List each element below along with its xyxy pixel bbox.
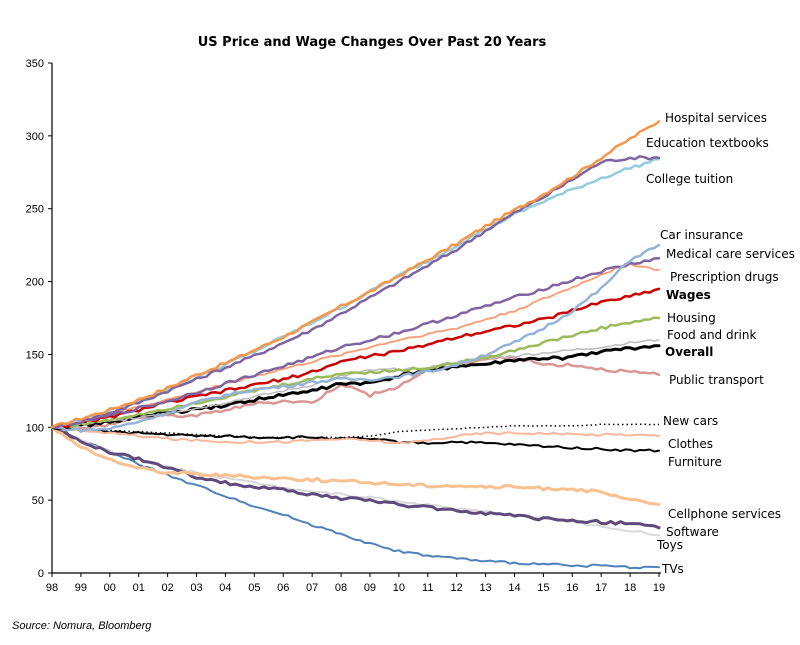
x-tick-label: 99	[75, 582, 87, 594]
x-tick-label: 08	[335, 582, 347, 594]
series-line-public-transport	[50, 355, 661, 431]
series-label-cellphone-services: Cellphone services	[668, 507, 781, 521]
x-tick-label: 98	[46, 582, 58, 594]
series-label-college-tuition: College tuition	[646, 172, 733, 186]
series-line-software	[50, 425, 661, 530]
y-tick-label: 100	[26, 422, 44, 434]
x-tick-label: 13	[479, 582, 491, 594]
axes: 0 50 100 150 200 250 300 350 98 99 00 01 02 03 04 05 06 0…	[26, 58, 665, 594]
x-tick-label: 18	[624, 582, 636, 594]
y-tick-label: 0	[38, 568, 44, 580]
series-label-clothes: Clothes	[668, 437, 713, 451]
series-line-new-cars	[51, 423, 660, 439]
x-tick-label: 17	[595, 582, 607, 594]
series-line-cellphone-services	[50, 425, 661, 506]
x-tick-label: 10	[393, 582, 405, 594]
series-label-wages: Wages	[666, 288, 711, 302]
y-tick-label: 350	[26, 58, 44, 70]
series-label-tvs: TVs	[661, 562, 684, 576]
x-tick-label: 19	[653, 582, 665, 594]
y-tick-label: 150	[26, 349, 44, 361]
series-label-education-textbooks: Education textbooks	[646, 136, 769, 150]
x-tick-label: 07	[306, 582, 318, 594]
series-label-housing: Housing	[667, 311, 716, 325]
source-note: Source: Nomura, Bloomberg	[12, 620, 152, 632]
x-tick-label: 04	[219, 582, 231, 594]
y-tick-label: 250	[26, 204, 44, 216]
series-line-college-tuition	[50, 157, 661, 429]
x-tick-label: 09	[364, 582, 376, 594]
x-tick-label: 16	[566, 582, 578, 594]
x-tick-label: 02	[161, 582, 173, 594]
series-line-clothes	[51, 426, 660, 445]
x-tick-label: 06	[277, 582, 289, 594]
series-label-software: Software	[666, 525, 719, 539]
x-tick-label: 14	[508, 582, 520, 594]
series-label-toys: Toys	[656, 538, 683, 552]
x-tick-label: 03	[190, 582, 202, 594]
series-label-hospital-services: Hospital services	[665, 111, 767, 125]
series-line-education-textbooks	[50, 155, 661, 429]
x-tick-label: 00	[104, 582, 116, 594]
series-labels: Hospital services Education textbooks Coll…	[646, 111, 795, 576]
x-tick-label: 15	[537, 582, 549, 594]
series-label-public-transport: Public transport	[669, 373, 764, 387]
series-line-medical-care-services	[50, 257, 661, 429]
series-line-housing	[50, 316, 661, 429]
series-label-furniture: Furniture	[668, 455, 722, 469]
series-label-car-insurance: Car insurance	[660, 228, 743, 242]
series-line-car-insurance	[50, 243, 661, 433]
series-label-medical-care-services: Medical care services	[666, 247, 795, 261]
series-label-overall: Overall	[665, 345, 713, 359]
y-tick-label: 300	[26, 131, 44, 143]
series-lines	[50, 120, 661, 570]
series-line-hospital-services	[50, 120, 661, 429]
x-tick-label: 05	[248, 582, 260, 594]
series-label-new-cars: New cars	[663, 414, 718, 428]
chart-title: US Price and Wage Changes Over Past 20 Y…	[198, 35, 547, 50]
x-tick-label: 11	[422, 582, 433, 594]
series-line-prescription-drugs	[51, 262, 660, 429]
series-label-food-and-drink: Food and drink	[667, 328, 756, 342]
series-label-prescription-drugs: Prescription drugs	[670, 270, 779, 284]
y-tick-label: 200	[26, 277, 44, 289]
y-tick-label: 50	[32, 495, 44, 507]
x-tick-label: 01	[133, 582, 145, 594]
x-tick-label: 12	[451, 582, 463, 594]
